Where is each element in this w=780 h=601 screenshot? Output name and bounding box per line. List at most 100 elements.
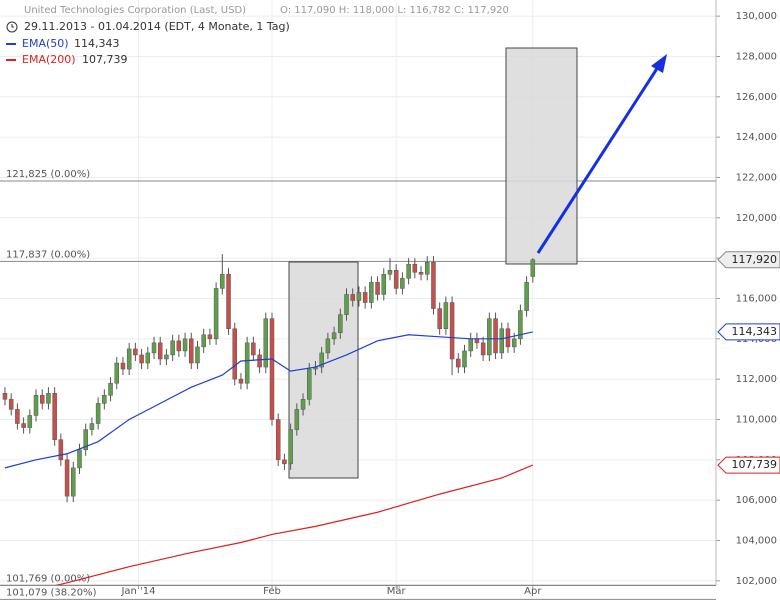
candle-body — [406, 263, 411, 279]
highlight-box — [505, 47, 578, 265]
candle-body — [170, 340, 175, 356]
candle-body — [381, 274, 387, 295]
level-label: 101,769 (0.00%) — [6, 573, 90, 584]
y-tick-label: 104,000 — [736, 535, 777, 546]
candle-body — [263, 318, 269, 368]
candle-body — [487, 318, 492, 356]
candle-body — [157, 342, 163, 360]
candle-body — [46, 393, 51, 404]
clock-hands — [11, 24, 14, 28]
candle-body — [424, 261, 430, 275]
candle-body — [120, 362, 126, 370]
candle-body — [307, 368, 312, 400]
ohlc: O: 117,090 H: 118,000 L: 116,782 C: 117,… — [280, 5, 509, 16]
candle-body — [524, 282, 529, 311]
y-tick-label: 126,000 — [736, 92, 777, 103]
legend-name: EMA(200) — [22, 53, 76, 66]
candle-body — [282, 459, 287, 465]
candle-body — [27, 415, 33, 428]
candle-body — [462, 350, 467, 368]
candle-body — [232, 328, 237, 380]
candle-body — [220, 274, 225, 289]
candle-body — [164, 354, 169, 360]
candle-body — [251, 342, 256, 356]
candle-body — [369, 282, 374, 303]
candle-body — [325, 338, 331, 354]
y-tick-label: 122,000 — [736, 172, 777, 183]
price-marker-label: 117,920 — [732, 253, 778, 266]
candle-body — [275, 419, 281, 461]
candle-body — [102, 395, 107, 404]
legend-name: EMA(50) — [22, 37, 69, 50]
level-label: 101,079 (38.20%) — [6, 587, 97, 598]
candle-body — [114, 362, 119, 384]
candle-body — [437, 308, 442, 329]
candle-body — [449, 302, 455, 360]
candle-body — [493, 318, 498, 354]
candle-body — [468, 338, 473, 352]
candle-body — [39, 395, 45, 404]
price-marker-label: 114,343 — [732, 325, 778, 338]
candle-body — [511, 338, 517, 348]
candle-body — [2, 393, 8, 400]
ema-line — [54, 464, 534, 585]
y-tick-label: 130,000 — [736, 11, 777, 22]
candle-body — [176, 340, 182, 352]
candle-body — [518, 310, 523, 340]
x-tick-label: Apr — [524, 586, 542, 597]
candle-body — [213, 288, 219, 340]
candle-body — [257, 354, 262, 368]
candle-body — [530, 259, 536, 277]
candle-body — [189, 338, 194, 364]
candle-body — [15, 409, 20, 424]
trend-arrow — [536, 66, 660, 254]
title: United Technologies Corporation (Last, U… — [24, 5, 246, 16]
candle-body — [350, 294, 355, 301]
candle-body — [319, 352, 324, 368]
legend-value: 107,739 — [82, 53, 128, 66]
candle-body — [456, 358, 461, 368]
candle-body — [400, 278, 405, 289]
candle-body — [33, 395, 39, 416]
candle-body — [133, 348, 138, 356]
candle-body — [151, 342, 157, 354]
candle-body — [418, 272, 424, 275]
candle-body — [356, 292, 362, 301]
candle-body — [480, 342, 486, 356]
candle-body — [269, 318, 275, 420]
candle-body — [431, 261, 436, 309]
x-tick-label: Mär — [387, 586, 407, 597]
candle-body — [499, 328, 505, 354]
candle-body — [139, 354, 144, 364]
candle-body — [64, 459, 70, 497]
data-layer — [2, 254, 536, 585]
legend-value: 114,343 — [74, 37, 120, 50]
candle-body — [412, 263, 418, 273]
candle-body — [226, 274, 231, 329]
candle-body — [52, 393, 57, 440]
candle-body — [95, 403, 101, 424]
clock-icon — [6, 21, 18, 33]
candle-body — [108, 382, 113, 396]
y-tick-label: 128,000 — [736, 51, 777, 62]
candle-body — [393, 269, 399, 289]
level-label: 117,837 (0.00%) — [6, 249, 90, 260]
candle-body — [145, 352, 151, 364]
y-tick-label: 112,000 — [736, 374, 777, 385]
price-marker-label: 107,739 — [732, 458, 778, 471]
candle-body — [58, 439, 64, 461]
candle-body — [195, 346, 200, 364]
y-tick-label: 124,000 — [736, 132, 777, 143]
candle-body — [443, 302, 449, 329]
candle-body — [207, 334, 213, 340]
candle-body — [288, 429, 293, 465]
period: 29.11.2013 - 01.04.2014 (EDT, 4 Monate, … — [24, 20, 290, 33]
candle-body — [238, 378, 244, 384]
candle-body — [344, 294, 349, 315]
candle-body — [338, 314, 343, 334]
candle-body — [294, 409, 300, 430]
candle-body — [83, 429, 88, 450]
candle-body — [71, 467, 76, 497]
y-tick-label: 120,000 — [736, 213, 777, 224]
